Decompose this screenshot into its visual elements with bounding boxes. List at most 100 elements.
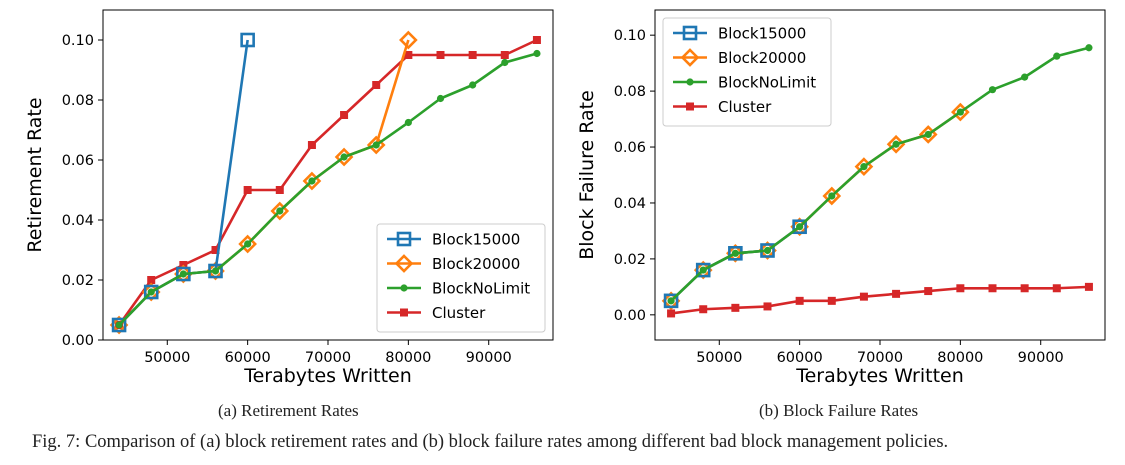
b-cluster-point xyxy=(924,287,933,296)
b-y-axis-label: Block Failure Rate xyxy=(576,90,598,260)
b-blocknolimit-point xyxy=(796,223,804,231)
a-cluster-point xyxy=(404,51,413,59)
chart-block-failure-rates: 50000 60000 70000 80000 90000 0.00 0.02 0.04 0.0… xyxy=(576,9,1106,387)
b-cluster-point xyxy=(1084,282,1093,291)
b-legend-label: BlockNoLimit xyxy=(718,74,816,92)
b-block15000-point xyxy=(792,219,807,235)
b-cluster-point xyxy=(795,296,804,305)
a-blocknolimit-point xyxy=(340,153,348,161)
b-x-tick-label: 80000 xyxy=(937,350,983,366)
b-cluster-point xyxy=(699,305,708,314)
b-cluster-point xyxy=(827,296,836,305)
b-blocknolimit-point xyxy=(699,266,707,274)
a-block15000-point xyxy=(240,32,255,48)
a-series-blocknolimit xyxy=(115,49,541,329)
a-cluster-point xyxy=(275,186,284,194)
a-x-tick-label: 60000 xyxy=(225,350,271,366)
a-y-tick-label: 0.02 xyxy=(62,273,94,289)
b-y-tick-label: 0.00 xyxy=(614,308,646,324)
a-blocknolimit-point xyxy=(308,177,316,185)
a-cluster-point xyxy=(372,81,381,89)
a-y-tick-label: 0.10 xyxy=(62,33,94,49)
a-legend-label: Cluster xyxy=(432,304,486,322)
a-blocknolimit-point xyxy=(147,288,155,296)
b-legend-marker xyxy=(686,78,694,86)
a-blocknolimit-point xyxy=(501,58,509,67)
b-legend-marker xyxy=(682,25,698,41)
a-block15000-point xyxy=(143,284,159,300)
a-legend-label: Block15000 xyxy=(432,231,520,249)
a-blocknolimit-point xyxy=(372,141,380,149)
a-cluster-point xyxy=(468,51,477,59)
a-block20000-point xyxy=(238,234,257,254)
a-y-tick-label: 0.06 xyxy=(62,153,94,169)
b-block15000-point xyxy=(663,293,679,309)
b-blocknolimit-point xyxy=(956,108,964,116)
b-x-tick-label: 50000 xyxy=(696,350,742,366)
b-cluster-point xyxy=(988,284,997,293)
chart-retirement-rates: 50000 60000 70000 80000 90000 0.00 0.02 0.04 0.0… xyxy=(24,9,554,387)
b-blocknolimit-point xyxy=(860,163,868,171)
a-legend-label: Block20000 xyxy=(432,255,520,273)
b-blocknolimit-point xyxy=(1085,44,1093,52)
b-blocknolimit-point xyxy=(731,249,739,257)
b-blocknolimit-point xyxy=(1053,52,1061,60)
a-cluster-point xyxy=(243,186,252,194)
a-cluster-line xyxy=(118,38,538,326)
b-legend-marker xyxy=(680,48,700,67)
a-cluster-point xyxy=(340,111,349,119)
b-x-tick-label: 90000 xyxy=(1018,350,1064,366)
a-blocknolimit-point xyxy=(276,207,284,215)
a-y-axis-label: Retirement Rate xyxy=(24,97,46,252)
a-block15000-point xyxy=(111,317,127,333)
a-blocknolimit-point xyxy=(244,240,252,248)
b-y-tick-label: 0.08 xyxy=(614,84,646,100)
a-blocknolimit-point xyxy=(211,267,220,275)
b-y-tick-label: 0.02 xyxy=(614,252,646,268)
b-y-tick-label: 0.06 xyxy=(614,140,646,156)
b-blocknolimit-point xyxy=(988,86,997,94)
b-series-cluster xyxy=(667,282,1093,318)
b-legend-label: Cluster xyxy=(718,98,772,116)
b-cluster-line xyxy=(670,285,1089,315)
a-cluster-point xyxy=(307,141,316,149)
b-block15000-point xyxy=(695,262,711,278)
b-x-tick-label: 60000 xyxy=(777,350,823,366)
b-cluster-point xyxy=(667,309,676,318)
a-cluster-point xyxy=(211,246,220,254)
b-legend-label: Block20000 xyxy=(718,49,806,67)
a-cluster-point xyxy=(500,51,509,59)
b-legend-marker xyxy=(686,102,694,111)
b-y-tick-label: 0.10 xyxy=(614,28,646,44)
a-y-tick-label: 0.04 xyxy=(62,213,94,229)
b-cluster-point xyxy=(731,303,740,312)
a-y-tick-label: 0.00 xyxy=(62,333,94,349)
a-x-tick-label: 70000 xyxy=(305,350,351,366)
a-legend-marker xyxy=(400,284,408,292)
a-blocknolimit-point xyxy=(115,321,123,329)
a-x-tick-label: 90000 xyxy=(466,350,512,366)
b-blocknolimit-point xyxy=(828,192,836,200)
b-x-tick-label: 70000 xyxy=(857,350,903,366)
a-block20000-point xyxy=(399,30,418,50)
b-blocknolimit-line xyxy=(670,46,1090,302)
a-legend-marker xyxy=(394,254,414,273)
b-cluster-point xyxy=(1020,284,1029,293)
a-legend: Block15000 Block20000 BlockNoLimit Cluster xyxy=(376,223,546,333)
a-cluster-point xyxy=(436,51,445,59)
a-cluster-point xyxy=(532,36,541,44)
subcaption-retirement-rates: (a) Retirement Rates xyxy=(218,401,359,420)
b-blocknolimit-point xyxy=(924,130,932,139)
b-cluster-point xyxy=(956,284,965,293)
a-blocknolimit-point xyxy=(469,81,477,89)
b-legend-label: Block15000 xyxy=(718,25,806,43)
b-cluster-point xyxy=(859,292,868,301)
a-blocknolimit-point xyxy=(533,49,541,58)
a-legend-marker xyxy=(400,308,408,317)
a-blocknolimit-point xyxy=(436,94,445,103)
a-legend-label: BlockNoLimit xyxy=(432,280,530,298)
subcaption-block-failure-rates: (b) Block Failure Rates xyxy=(759,401,919,420)
b-cluster-point xyxy=(763,302,772,311)
b-blocknolimit-point xyxy=(892,140,900,148)
